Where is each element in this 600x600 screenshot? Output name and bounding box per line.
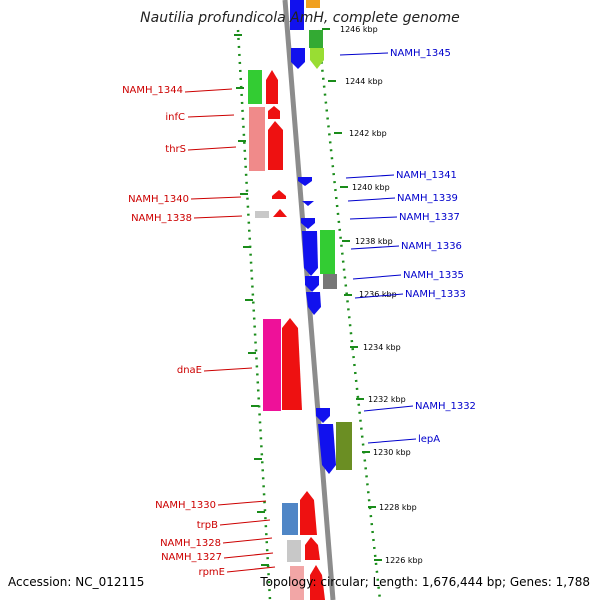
gene-arrow <box>310 48 324 69</box>
gene-label: NAMH_1337 <box>399 212 460 223</box>
gene-label: NAMH_1327 <box>161 552 222 563</box>
gene-arrow <box>305 537 320 560</box>
gene-block <box>320 230 335 274</box>
tick-label: 1232 kbp <box>368 395 406 404</box>
tick-label: 1244 kbp <box>345 77 383 86</box>
gene-arrow <box>300 491 317 535</box>
gene-block <box>287 540 301 562</box>
gene-block <box>249 107 265 171</box>
topology-text: Topology: circular; Length: 1,676,444 bp… <box>260 575 590 589</box>
gene-arrow <box>282 318 302 410</box>
gene-label: NAMH_1338 <box>131 213 192 224</box>
gene-arrow <box>268 106 280 119</box>
gene-block <box>282 503 298 535</box>
tick-label: 1236 kbp <box>359 290 397 299</box>
reverse-strand-genes <box>248 70 325 600</box>
gene-block <box>248 70 262 104</box>
gene-label: trpB <box>197 520 218 531</box>
tick-label: 1240 kbp <box>352 183 390 192</box>
gene-arrow <box>302 231 318 276</box>
gene-block <box>263 319 281 411</box>
gene-arrow <box>310 565 325 600</box>
gene-arrow <box>266 70 278 104</box>
gene-label: lepA <box>418 434 440 445</box>
gene-label: NAMH_1336 <box>401 241 462 252</box>
gene-label: rpmE <box>198 567 225 578</box>
gene-label: NAMH_1333 <box>405 289 466 300</box>
gene-arrow <box>305 276 319 292</box>
gene-arrow <box>316 408 330 423</box>
gene-arrow <box>306 292 321 315</box>
tick-label: 1242 kbp <box>349 129 387 138</box>
gene-arrow <box>302 201 314 206</box>
gene-label: NAMH_1332 <box>415 401 476 412</box>
gene-label: infC <box>165 112 185 123</box>
tick-label: 1230 kbp <box>373 448 411 457</box>
forward-strand-genes <box>290 0 352 474</box>
map-title: Nautilia profundicola AmH, complete geno… <box>140 10 460 26</box>
tick-label: 1228 kbp <box>379 503 417 512</box>
gene-arrow <box>318 424 336 474</box>
gene-arrow <box>291 48 305 69</box>
gene-label: thrS <box>165 144 186 155</box>
gene-block <box>290 0 304 30</box>
gene-label: NAMH_1339 <box>397 193 458 204</box>
accession-text: Accession: NC_012115 <box>8 575 145 589</box>
gene-label: NAMH_1345 <box>390 48 451 59</box>
tick-label: 1226 kbp <box>385 556 423 565</box>
gene-block <box>323 274 337 289</box>
tick-labels: 1246 kbp 1244 kbp 1242 kbp 1240 kbp 1238… <box>340 25 423 565</box>
gene-label: NAMH_1340 <box>128 194 189 205</box>
right-gene-labels: NAMH_1345 NAMH_1341 NAMH_1339 NAMH_1337 … <box>339 48 476 445</box>
gene-block <box>290 566 304 600</box>
gene-label: NAMH_1344 <box>122 85 183 96</box>
gene-arrow <box>268 121 283 170</box>
tick-label: 1238 kbp <box>355 237 393 246</box>
gene-label: NAMH_1328 <box>160 538 221 549</box>
gene-arrow <box>298 177 312 186</box>
gene-label: NAMH_1341 <box>396 170 457 181</box>
gene-arrow <box>301 218 315 229</box>
tick-label: 1234 kbp <box>363 343 401 352</box>
gene-label: dnaE <box>177 365 202 376</box>
gene-label: NAMH_1335 <box>403 270 464 281</box>
gene-block <box>336 422 352 470</box>
gene-label: NAMH_1330 <box>155 500 216 511</box>
right-ticks <box>322 28 382 561</box>
gene-block <box>255 211 269 218</box>
gene-block <box>306 0 320 8</box>
gene-arrow <box>273 209 287 217</box>
gene-arrow <box>272 190 286 199</box>
left-ticks <box>234 34 269 566</box>
tick-label: 1246 kbp <box>340 25 378 34</box>
left-gene-labels: NAMH_1344 infC thrS NAMH_1340 NAMH_1338 … <box>122 85 276 578</box>
gene-block <box>309 30 323 48</box>
